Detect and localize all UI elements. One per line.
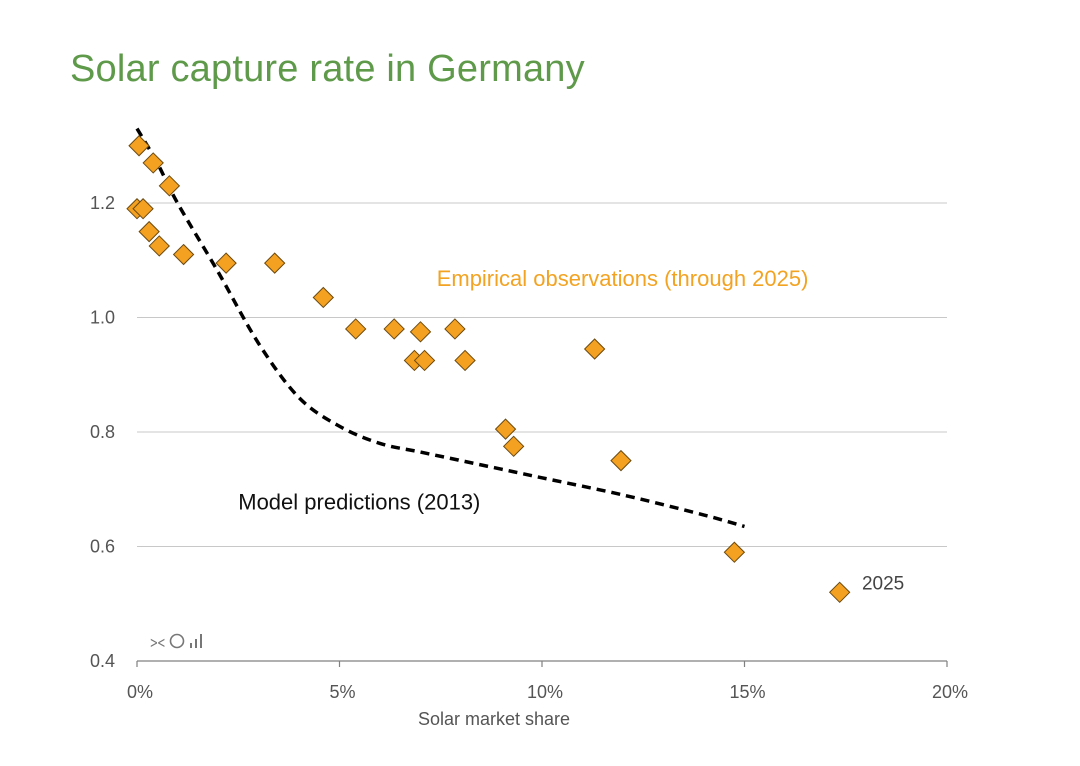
data-point-16 bbox=[413, 349, 436, 372]
data-point-2 bbox=[158, 175, 181, 197]
data-point-11 bbox=[344, 318, 367, 340]
data-point-22 bbox=[723, 541, 746, 563]
logo-bar-1 bbox=[190, 643, 192, 648]
logo-bar-3 bbox=[200, 634, 202, 648]
y-tick-label-1: 0.6 bbox=[90, 537, 115, 557]
x-tick-labels: 0% 5% 10% 15% 20% bbox=[127, 682, 968, 702]
annotation-2: 2025 bbox=[862, 573, 904, 594]
data-point-12 bbox=[383, 318, 405, 340]
annotation-0: Empirical observations (through 2025) bbox=[437, 266, 809, 291]
data-point-23 bbox=[828, 581, 851, 604]
x-axis-label: Solar market share bbox=[418, 709, 570, 729]
data-point-10 bbox=[312, 286, 335, 309]
data-point-14 bbox=[444, 318, 466, 340]
data-point-19 bbox=[494, 418, 517, 440]
x-tick-label-2: 10% bbox=[527, 682, 563, 702]
data-point-4 bbox=[132, 198, 154, 220]
data-point-1 bbox=[142, 152, 164, 174]
y-tick-label-4: 1.2 bbox=[90, 193, 115, 213]
x-tick-label-4: 20% bbox=[932, 682, 968, 702]
chart-title: Solar capture rate in Germany bbox=[70, 48, 585, 90]
gridlines bbox=[137, 202, 947, 547]
x-tick-label-0: 0% bbox=[127, 682, 153, 702]
logo-circle bbox=[169, 633, 185, 649]
x-axis bbox=[136, 660, 948, 667]
data-point-9 bbox=[263, 252, 286, 274]
data-point-7 bbox=[172, 243, 195, 266]
data-point-18 bbox=[583, 338, 606, 360]
data-point-5 bbox=[138, 220, 160, 243]
y-tick-label-3: 1.0 bbox=[90, 308, 115, 328]
data-point-21 bbox=[610, 449, 632, 472]
logo-bar-2 bbox=[195, 639, 197, 648]
model-line-path bbox=[135, 127, 745, 529]
logo-glyph-1: ⪥ bbox=[150, 632, 165, 652]
annotations: Empirical observations (through 2025) Mod… bbox=[238, 266, 904, 594]
x-tick-label-3: 15% bbox=[729, 682, 765, 702]
model-prediction-line bbox=[135, 127, 745, 529]
y-tick-label-0: 0.4 bbox=[90, 651, 115, 671]
y-tick-labels: 0.4 0.6 0.8 1.0 1.2 bbox=[90, 193, 115, 671]
empirical-points bbox=[126, 135, 851, 604]
data-point-6 bbox=[148, 235, 170, 257]
data-point-13 bbox=[409, 321, 432, 343]
x-tick-label-1: 5% bbox=[329, 682, 355, 702]
logo-mark: ⪥ bbox=[150, 632, 202, 652]
data-point-0 bbox=[128, 135, 150, 157]
annotation-1: Model predictions (2013) bbox=[238, 489, 480, 514]
y-tick-label-2: 0.8 bbox=[90, 422, 115, 442]
data-point-20 bbox=[502, 435, 525, 458]
data-point-17 bbox=[454, 349, 476, 372]
data-point-8 bbox=[215, 252, 237, 274]
